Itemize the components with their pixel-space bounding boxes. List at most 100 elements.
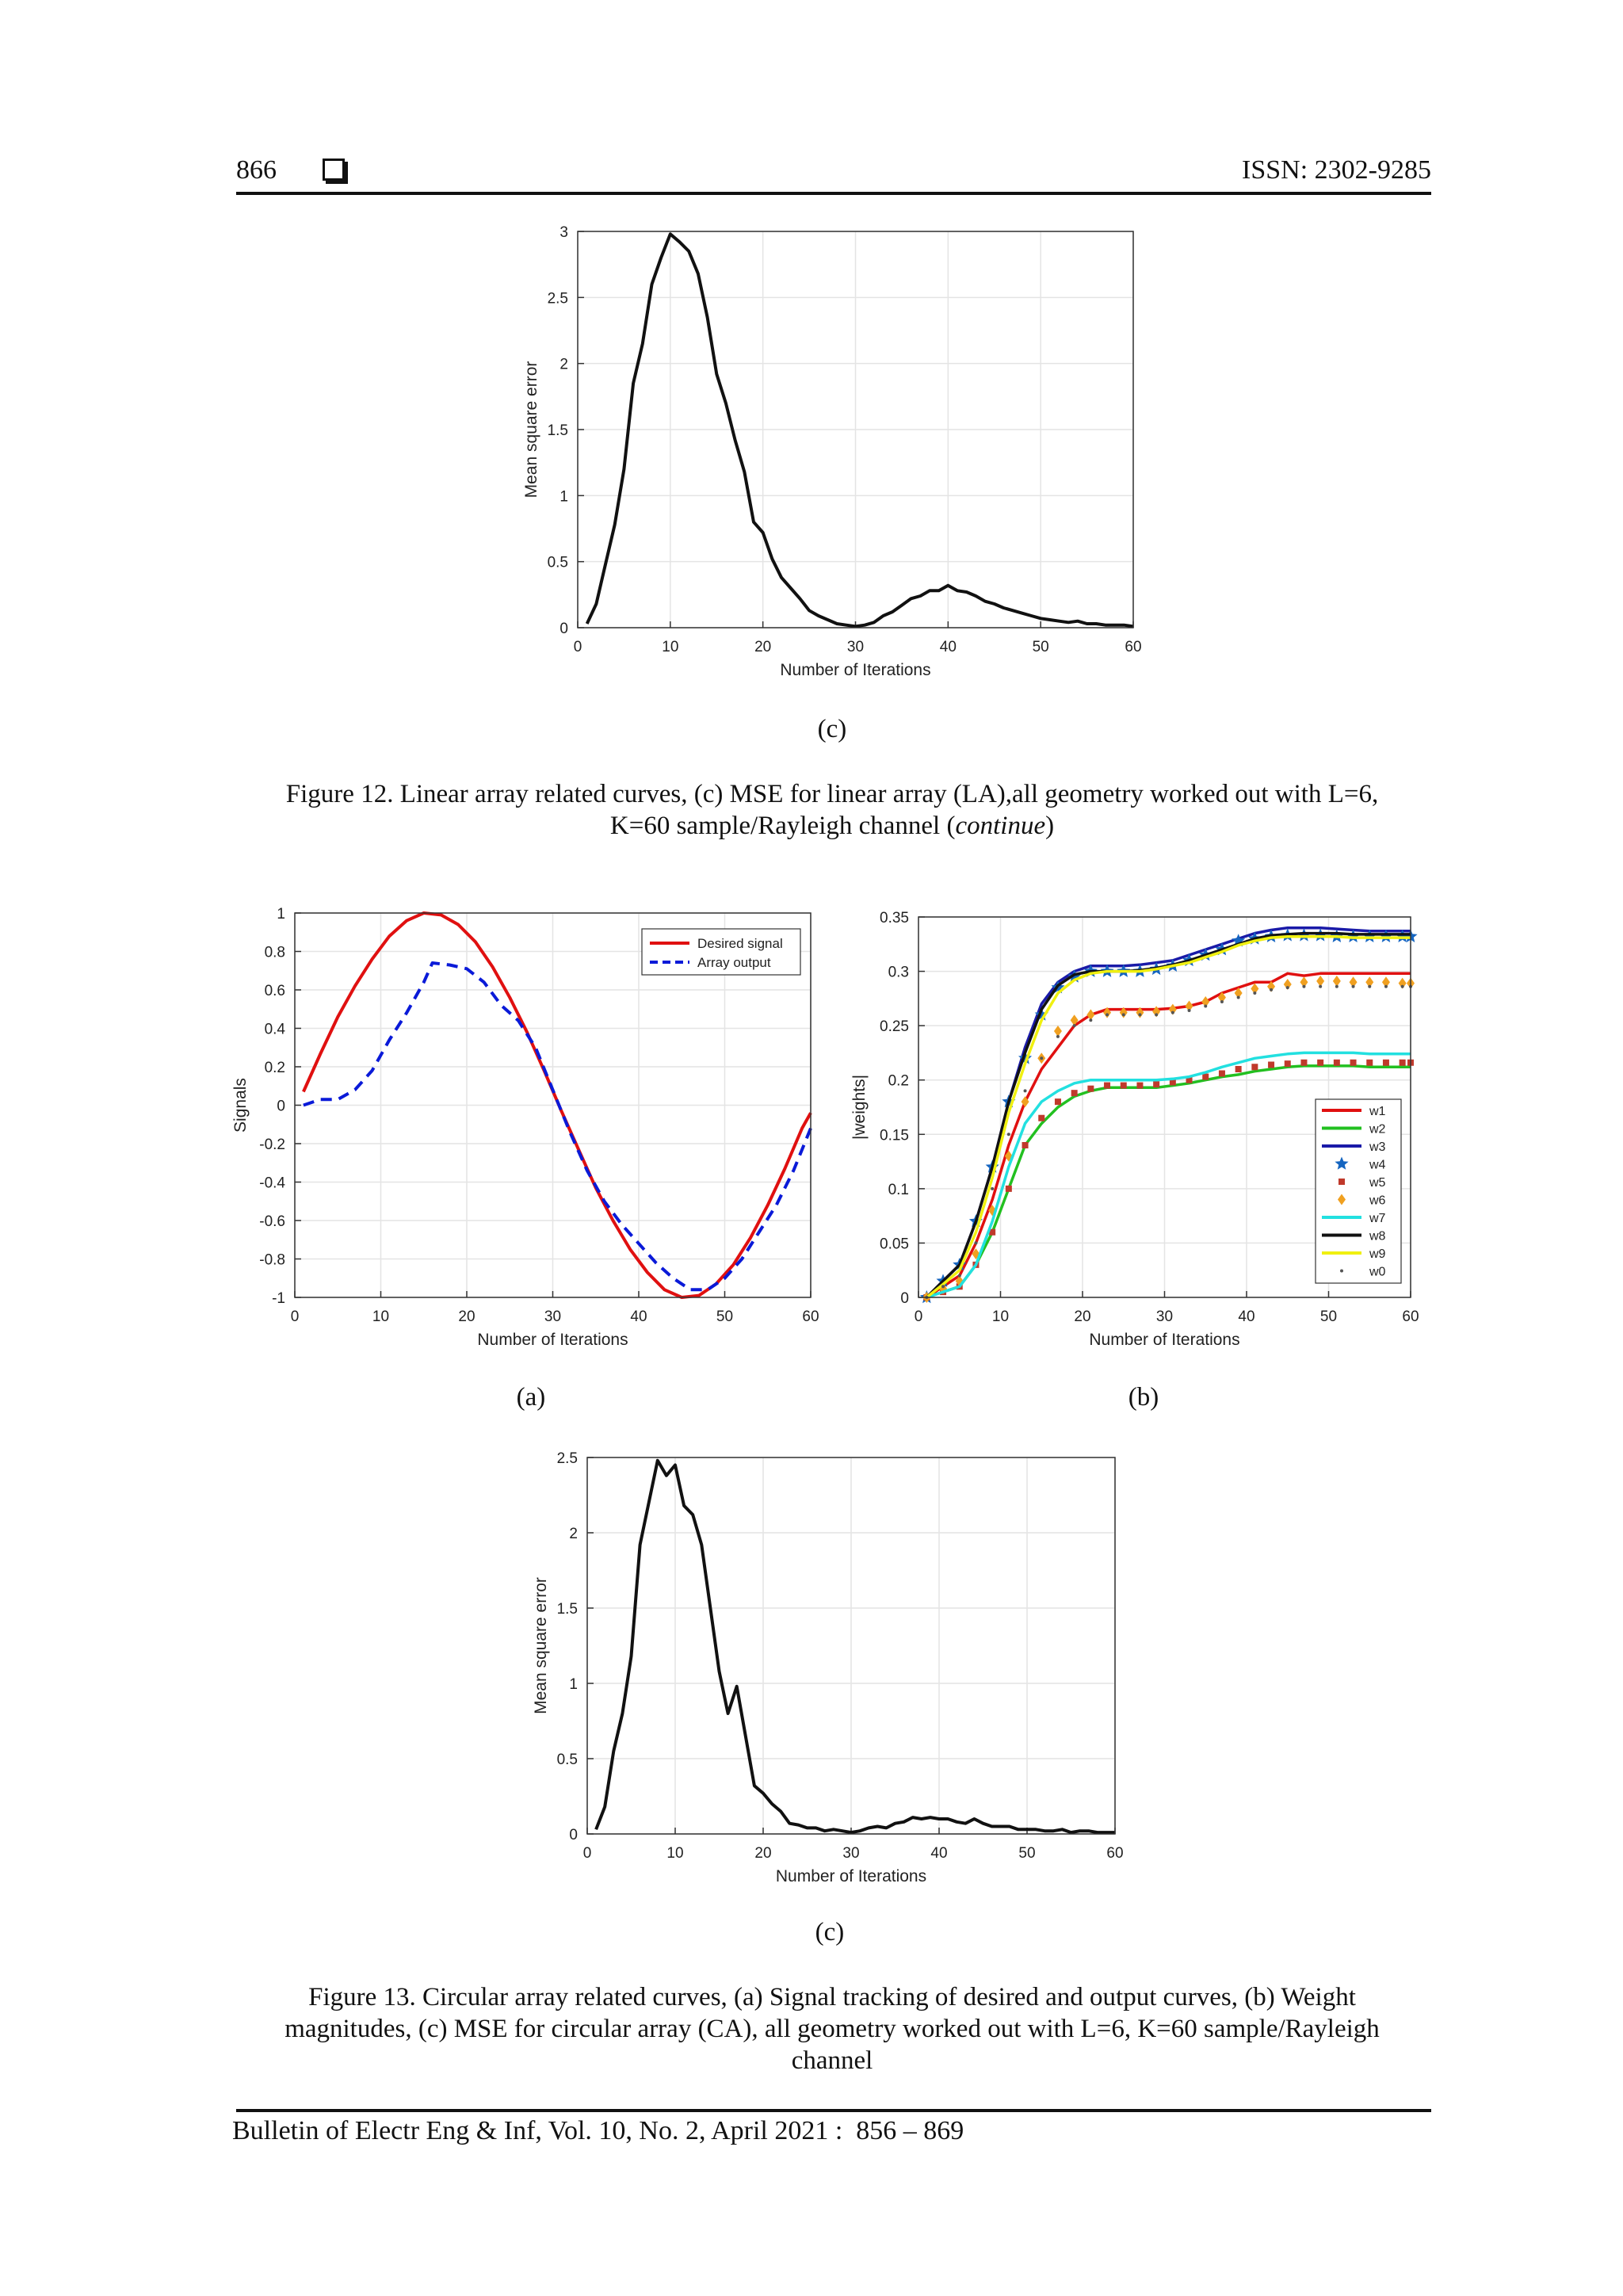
series-w4-marker [1346,929,1361,942]
series-w7-line [926,1051,1411,1299]
series-w5-marker [1284,1060,1291,1068]
x-tick-label: 10 [666,1845,683,1862]
series-w0-marker [1072,1024,1076,1028]
series-w5-marker [1136,1082,1144,1089]
x-tick-label: 60 [1402,1308,1419,1325]
footer-citation: Bulletin of Electr Eng & Inf, Vol. 10, N… [232,2116,964,2145]
legend-label: w5 [1369,1176,1386,1190]
series-w0-marker [941,1285,945,1289]
y-tick-label: 0.1 [888,1182,909,1198]
y-axis-label: Mean square error [532,1577,550,1714]
x-axis-label: Number of Iterations [776,1867,926,1885]
x-tick-label: 40 [940,639,957,655]
series-w6-marker [1332,975,1341,987]
y-tick-label: 0 [900,1290,909,1307]
legend-label: w3 [1369,1140,1386,1154]
issn: ISSN: 2302-9285 [1242,155,1431,185]
series-w0-marker [1236,995,1240,999]
series-w6-marker [1136,1007,1144,1018]
y-tick-label: 0 [559,621,568,637]
y-tick-label: 1 [569,1676,578,1693]
series-w5-marker [1005,1185,1012,1192]
series-w5-marker [989,1228,996,1236]
series-w5-marker [1038,1114,1045,1121]
x-tick-label: 60 [1125,639,1141,655]
x-tick-label: 50 [1018,1845,1035,1862]
legend-swatch [1338,1179,1345,1185]
y-axis-label: Signals [231,1078,250,1133]
x-tick-label: 30 [1156,1308,1173,1325]
series-w6-marker [1398,977,1407,989]
x-tick-label: 10 [992,1308,1009,1325]
y-tick-label: 0.5 [548,555,568,571]
series-w0-marker [1220,999,1224,1003]
x-tick-label: 0 [291,1308,300,1325]
series-w5-marker [1186,1076,1193,1083]
series-w6-marker [1234,988,1243,999]
y-tick-label: 2 [569,1526,578,1542]
series-w0-marker [1319,984,1323,988]
axes-box [577,231,1134,628]
y-tick-label: 2 [559,357,568,373]
series-w4-marker [1296,928,1311,942]
x-tick-label: 10 [662,639,678,655]
series-mse-line [594,1458,1115,1835]
series-w5-marker [1169,1079,1176,1086]
series-w5-marker [1235,1066,1242,1072]
series-w5-marker [1333,1059,1340,1066]
legend-label: Array output [697,955,771,970]
y-tick-label: 0 [277,1098,285,1115]
legend-label: w2 [1369,1123,1386,1137]
legend-label: w7 [1369,1212,1386,1225]
y-tick-label: 3 [559,224,568,241]
x-tick-label: 40 [630,1308,647,1325]
series-w0-marker [1121,1013,1125,1017]
series-w0-marker [957,1274,961,1278]
series-w4-marker [1313,928,1327,942]
x-tick-label: 0 [574,639,582,655]
series-w0-marker [1384,984,1388,988]
series-w6-marker [1086,1009,1095,1021]
series-w5-marker [1022,1142,1029,1148]
legend-label: w8 [1369,1230,1386,1244]
series-w5-marker [1153,1081,1160,1088]
series-w0-marker [1089,1018,1093,1022]
y-tick-label: 0.35 [880,910,909,926]
series-w0-marker [1106,1013,1109,1017]
y-tick-label: 1 [559,488,568,505]
x-tick-label: 30 [842,1845,859,1862]
series-w0-marker [1006,1133,1010,1137]
series-array-output-line [303,961,812,1292]
series-w0-marker [1170,1010,1174,1014]
fig12-caption-continue: continue [955,812,1046,840]
x-tick-label: 50 [716,1308,733,1325]
series-w6-marker [1152,1006,1161,1018]
fig13-caption-line2: magnitudes, (c) MSE for circular array (… [285,2015,1380,2043]
axes-box [586,1457,1116,1835]
series-w6-marker [1053,1026,1062,1037]
y-tick-label: -1 [272,1290,285,1307]
series-w5-marker [1087,1085,1094,1092]
series-w0-marker [1335,984,1338,988]
series-w6-marker [1070,1014,1079,1026]
y-tick-label: 0.05 [880,1236,909,1252]
x-tick-label: 20 [754,639,771,655]
x-tick-label: 50 [1033,639,1049,655]
axes-box [294,912,812,1298]
series-w5-marker [1120,1082,1127,1089]
header-rule [236,192,1431,195]
series-w5-marker [1350,1059,1357,1066]
series-w6-marker [1201,995,1210,1007]
legend-swatch [1338,1194,1346,1205]
legend-label: w9 [1369,1247,1386,1261]
fig13-sublabel-c: (c) [815,1918,845,1946]
fig13-sublabel-b: (b) [1128,1383,1159,1412]
series-w5-marker [1399,1059,1406,1066]
y-tick-label: 0.3 [888,965,909,981]
y-tick-label: -0.8 [259,1252,285,1269]
fig12-caption-line2-pre: K=60 sample/Rayleigh channel ( [609,812,956,840]
series-w0-marker [1285,986,1289,990]
legend-box [641,928,801,976]
series-w0-marker [1187,1008,1191,1012]
